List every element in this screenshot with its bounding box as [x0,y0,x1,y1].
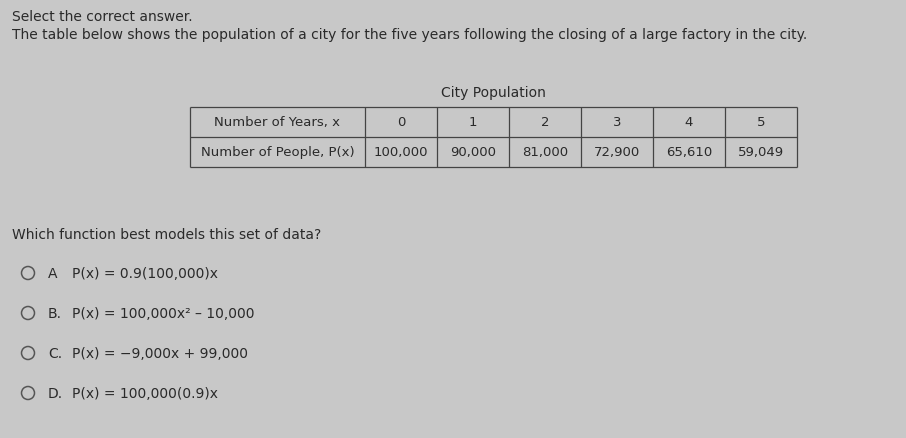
Text: Number of People, P(x): Number of People, P(x) [201,146,354,159]
Text: 3: 3 [612,116,622,129]
Text: 90,000: 90,000 [450,146,496,159]
Text: B.: B. [48,306,62,320]
Text: Number of Years, x: Number of Years, x [215,116,341,129]
Text: Which function best models this set of data?: Which function best models this set of d… [12,227,322,241]
Text: 4: 4 [685,116,693,129]
Text: 5: 5 [757,116,766,129]
Text: 2: 2 [541,116,549,129]
Text: 100,000: 100,000 [374,146,429,159]
Text: A: A [48,266,57,280]
Text: 59,049: 59,049 [738,146,784,159]
Text: 81,000: 81,000 [522,146,568,159]
Text: P(x) = −9,000x + 99,000: P(x) = −9,000x + 99,000 [72,346,248,360]
Text: P(x) = 0.9(100,000)x: P(x) = 0.9(100,000)x [72,266,218,280]
Text: 0: 0 [397,116,405,129]
Text: The table below shows the population of a city for the five years following the : The table below shows the population of … [12,28,807,42]
Text: 65,610: 65,610 [666,146,712,159]
Text: 72,900: 72,900 [593,146,641,159]
Text: C.: C. [48,346,63,360]
Text: P(x) = 100,000(0.9)x: P(x) = 100,000(0.9)x [72,386,218,400]
Text: P(x) = 100,000x² – 10,000: P(x) = 100,000x² – 10,000 [72,306,255,320]
Text: 1: 1 [468,116,477,129]
Text: City Population: City Population [441,86,546,100]
Text: Select the correct answer.: Select the correct answer. [12,10,193,24]
Text: D.: D. [48,386,63,400]
